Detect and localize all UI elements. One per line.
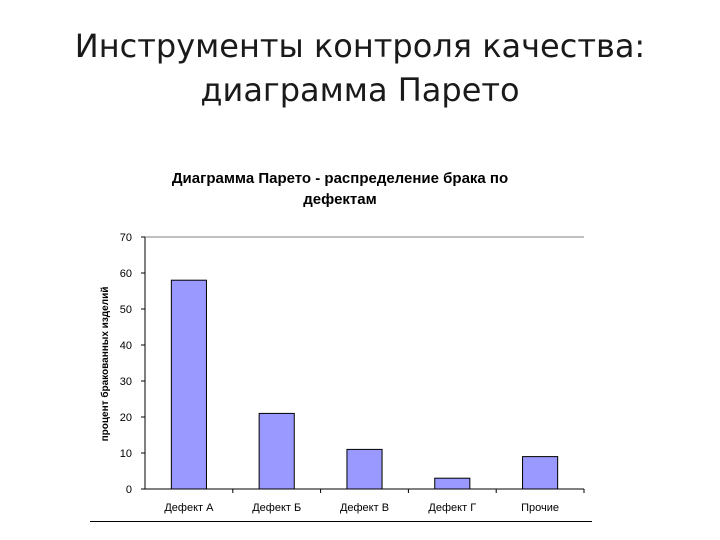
y-tick-labels: 0 10 20 30 40 50 60 70 [120,232,132,496]
y-tick-label: 60 [120,268,132,280]
x-tick-labels: Дефект А Дефект Б Дефект В Дефект Г Прочие [164,502,559,514]
bar [170,279,207,490]
y-tick-label: 40 [120,340,132,352]
y-tick-label: 20 [120,412,132,424]
chart-title-line-1: Диаграмма Парето - распределение брака п… [171,170,509,187]
slide-title-line-1: Инструменты контроля качества: [74,27,646,65]
bar [434,477,471,490]
chart-bars [170,279,559,490]
slide-title-line-2: диаграмма Парето [200,71,520,109]
chart-title-line-2: дефектам [303,191,377,208]
y-tick-label: 30 [120,376,132,388]
bar [346,448,383,490]
x-tick-label: Дефект Г [428,502,476,514]
y-tick-label: 70 [120,232,132,244]
y-tick-label: 10 [120,448,132,460]
bar [522,456,559,490]
x-tick-label: Дефект А [164,502,214,514]
x-tick-label: Дефект В [340,502,389,514]
y-axis-label: процент бракованных изделий [99,287,111,442]
chart-title: Диаграмма Парето - распределение брака п… [120,168,560,210]
x-tick-label: Прочие [521,502,559,514]
y-tick-label: 50 [120,304,132,316]
x-tick-label: Дефект Б [252,502,301,514]
bar [258,412,295,490]
bottom-divider [90,521,592,522]
y-tick-label: 0 [126,484,132,496]
slide-title: Инструменты контроля качества: диаграмма… [60,24,660,112]
